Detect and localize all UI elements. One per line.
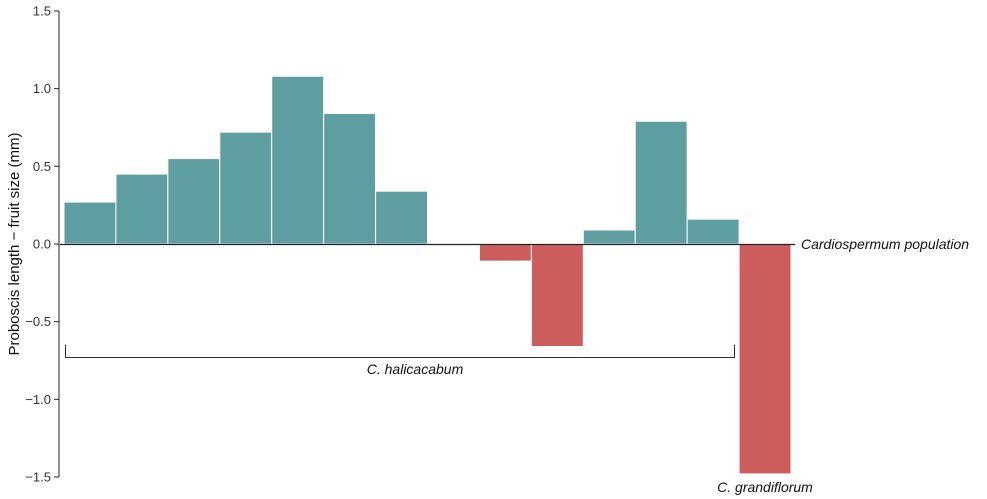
y-tick-label: −1.0 — [25, 392, 51, 407]
bar — [530, 243, 584, 348]
group-bracket — [65, 345, 735, 358]
y-tick-label: −1.5 — [25, 470, 51, 485]
bar — [686, 218, 740, 245]
bar — [634, 120, 688, 245]
bar — [375, 190, 429, 245]
group-label: C. halicacabum — [367, 361, 464, 377]
bars — [63, 75, 792, 475]
bar — [115, 173, 169, 245]
outlier-label: C. grandiflorum — [717, 479, 813, 495]
baseline-label: Cardiospermum population — [801, 236, 969, 252]
bar — [478, 243, 532, 262]
bar — [63, 201, 117, 245]
y-axis: 1.5 1.0 0.5 0.0 −0.5 −1.0 −1.5 — [25, 4, 60, 485]
bar — [582, 229, 636, 245]
bar — [167, 158, 221, 245]
y-tick-label: 0.0 — [33, 237, 51, 252]
y-tick-label: 1.5 — [33, 4, 51, 19]
y-tick-label: 0.5 — [33, 159, 51, 174]
y-tick-label: −0.5 — [25, 314, 51, 329]
bar — [271, 75, 325, 245]
bar — [738, 243, 792, 475]
bar — [323, 113, 377, 245]
y-axis-title: Proboscis length − fruit size (mm) — [6, 133, 23, 356]
y-tick-label: 1.0 — [33, 81, 51, 96]
bar — [219, 131, 273, 245]
